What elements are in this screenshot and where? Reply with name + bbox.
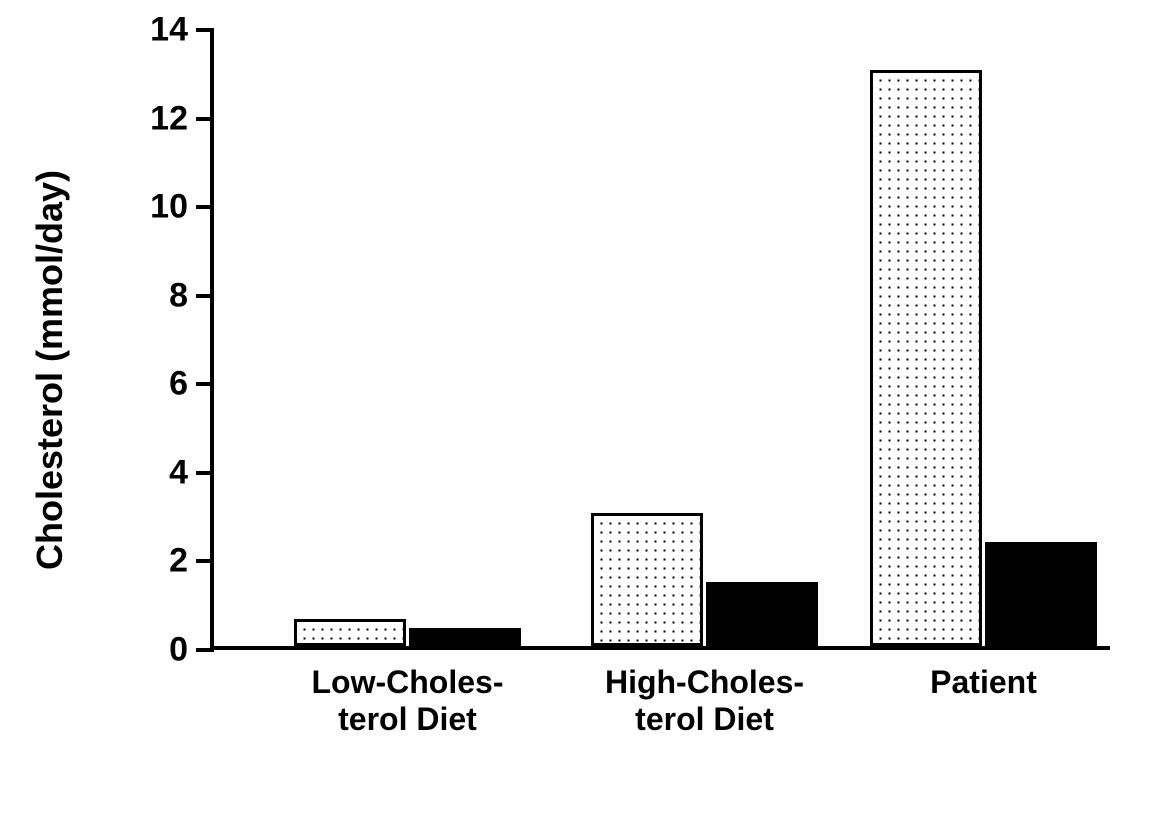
- y-tick: [196, 28, 214, 32]
- bar-dotted: [591, 513, 704, 646]
- y-tick-label: 0: [169, 631, 188, 670]
- bar-dotted: [870, 70, 983, 646]
- y-tick: [196, 294, 214, 298]
- x-tick-label: Patient: [930, 664, 1037, 701]
- y-axis-label: Cholesterol (mmol/day): [29, 170, 71, 570]
- bar-solid: [985, 542, 1098, 646]
- y-tick-label: 14: [150, 11, 188, 50]
- bar-dotted: [294, 619, 407, 646]
- y-tick: [196, 117, 214, 121]
- y-tick-label: 8: [169, 276, 188, 315]
- plot-area: 02468101214Low-Choles- terol DietHigh-Ch…: [210, 30, 1110, 650]
- y-tick: [196, 559, 214, 563]
- y-tick: [196, 382, 214, 386]
- y-tick-label: 2: [169, 542, 188, 581]
- x-tick-label: Low-Choles- terol Diet: [312, 664, 504, 738]
- y-tick: [196, 205, 214, 209]
- bar-solid: [706, 582, 819, 646]
- y-tick-label: 6: [169, 365, 188, 404]
- y-tick-label: 4: [169, 453, 188, 492]
- y-tick: [196, 648, 214, 652]
- bar-solid: [409, 628, 522, 646]
- chart-container: Cholesterol (mmol/day) 02468101214Low-Ch…: [60, 20, 1140, 720]
- y-tick-label: 10: [150, 188, 188, 227]
- y-tick-label: 12: [150, 99, 188, 138]
- x-tick-label: High-Choles- terol Diet: [605, 664, 804, 738]
- y-tick: [196, 471, 214, 475]
